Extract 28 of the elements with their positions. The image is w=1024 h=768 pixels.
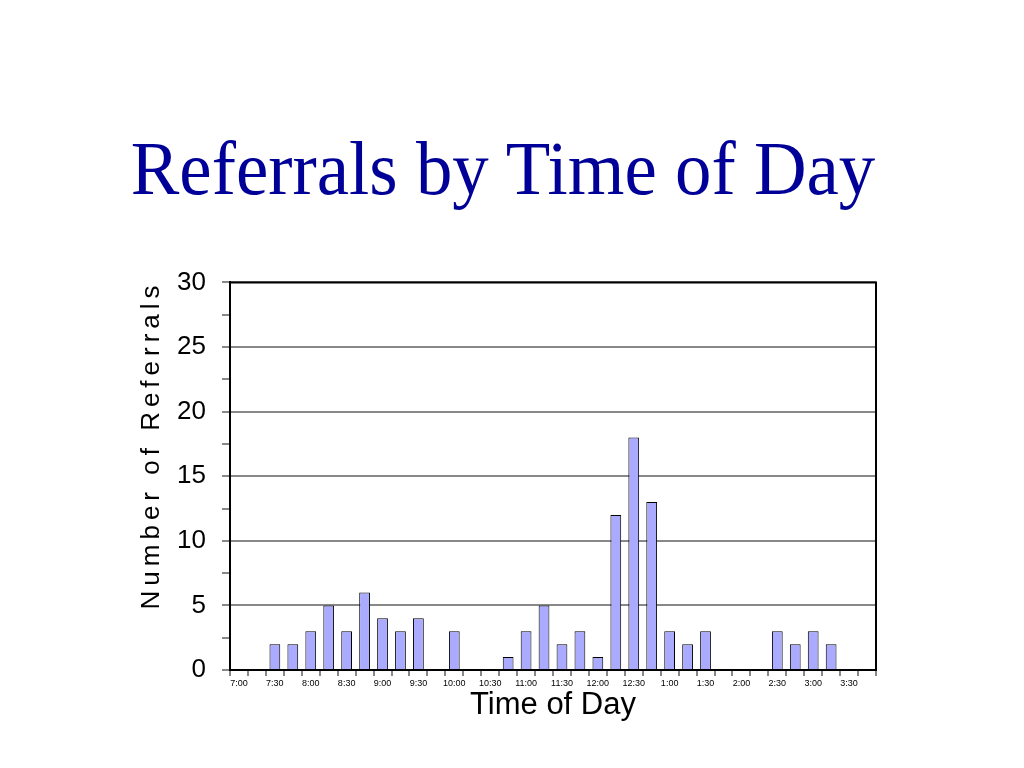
- x-tick-label: 9:00: [373, 677, 392, 688]
- chart-title: Referrals by Time of Day: [130, 125, 876, 211]
- y-tick-label: 20: [177, 394, 206, 425]
- y-tick-label: 5: [191, 588, 206, 619]
- x-tick-label: 3:30: [840, 677, 858, 688]
- y-tick-label: 0: [191, 653, 206, 684]
- x-tick-label: 12:00: [586, 677, 610, 688]
- x-tick-label: 12:30: [622, 677, 646, 688]
- x-tick-label: 1:30: [696, 677, 715, 688]
- y-tick-label: 30: [177, 265, 206, 296]
- x-tick-label: 2:00: [732, 677, 751, 688]
- x-tick-label: 11:30: [551, 677, 573, 688]
- x-axis-title: Time of Day: [470, 685, 637, 721]
- y-axis-title: Number of Referrals: [135, 280, 166, 610]
- x-tick-label: 3:00: [804, 677, 822, 688]
- y-tick-label: 15: [177, 459, 206, 490]
- x-tick-label: 7:30: [266, 677, 284, 688]
- x-tick-label: 9:30: [409, 677, 428, 688]
- x-tick-label: 7:00: [230, 677, 248, 688]
- x-tick-label: 8:00: [301, 677, 320, 688]
- y-tick-label: 25: [177, 330, 206, 361]
- x-tick-label: 2:30: [768, 677, 787, 688]
- x-tick-label: 10:00: [443, 677, 466, 688]
- x-tick-label: 8:30: [337, 677, 356, 688]
- x-tick-label: 1:00: [660, 677, 679, 688]
- x-tick-label: 10:30: [478, 677, 502, 688]
- y-tick-label: 10: [177, 523, 206, 554]
- x-tick-label: 11:00: [515, 677, 538, 688]
